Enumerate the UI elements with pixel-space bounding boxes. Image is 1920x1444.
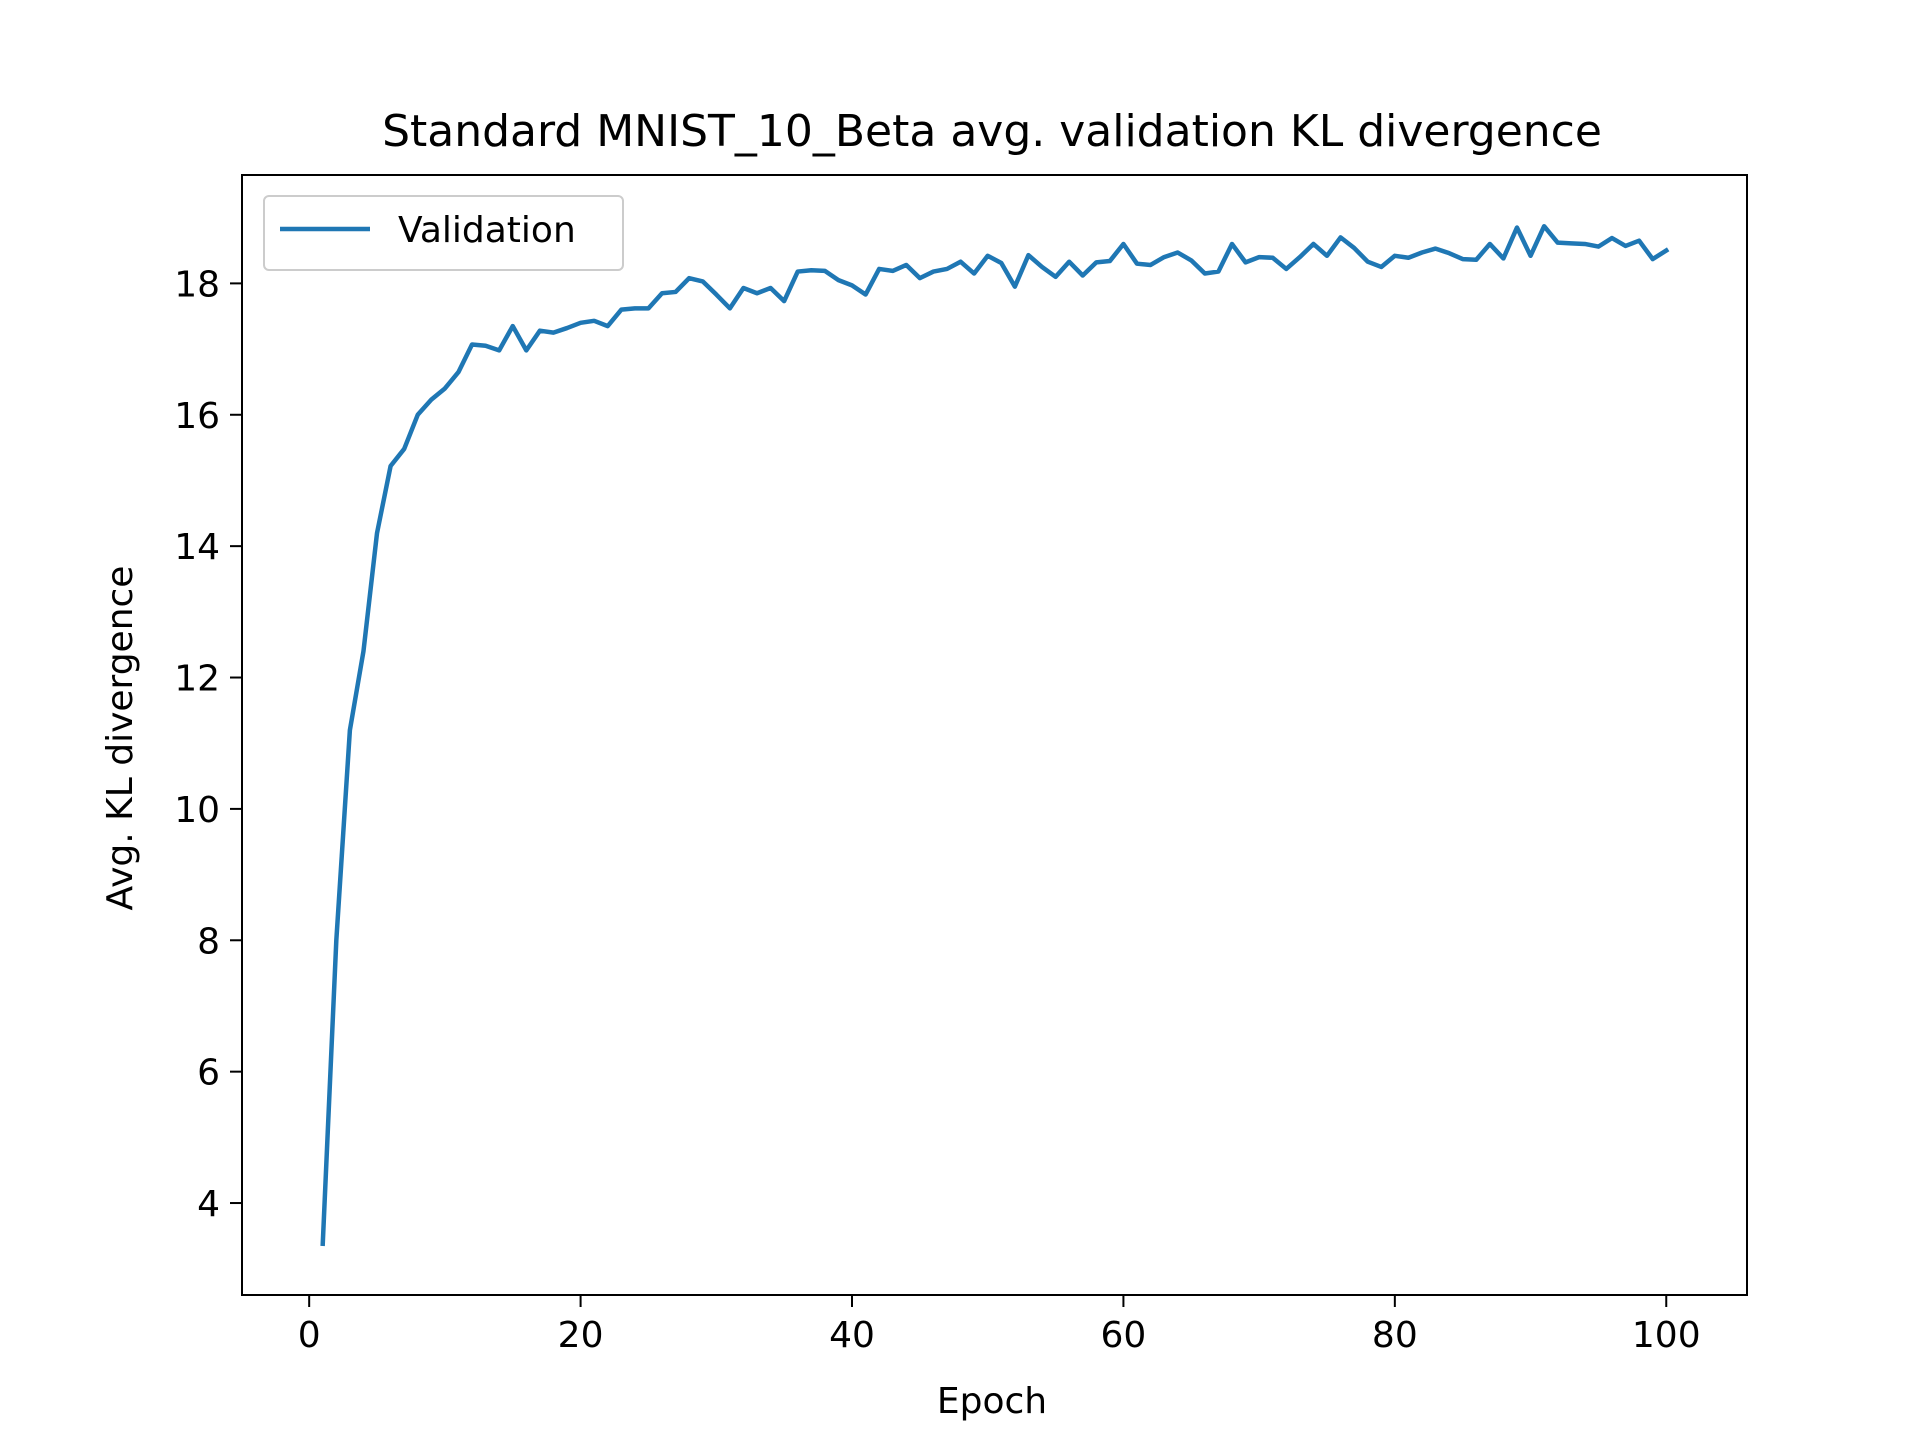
x-tick-label: 60 [1101,1315,1147,1356]
legend-box [263,195,624,271]
x-tick-label: 100 [1632,1315,1701,1356]
plot-area: 0 20 40 60 80 100 4 6 8 10 12 14 16 18 [174,174,1748,1356]
y-axis-label: Avg. KL divergence [100,566,141,911]
legend-label-validation: Validation [398,210,576,251]
y-tick-label: 16 [174,396,220,437]
y-tick-label: 6 [197,1053,220,1094]
chart-title: Standard MNIST_10_Beta avg. validation K… [382,106,1602,157]
x-axis-label: Epoch [937,1381,1047,1422]
legend: Validation [263,195,624,271]
y-tick-label: 4 [197,1184,220,1225]
y-tick-label: 10 [174,790,220,831]
y-tick-label: 14 [174,527,220,568]
axes-frame [241,174,1748,1296]
x-tick-label: 40 [829,1315,875,1356]
x-tick-label: 80 [1372,1315,1418,1356]
y-tick-label: 8 [197,921,220,962]
y-tick-label: 12 [174,659,220,700]
y-tick-label: 18 [174,264,220,305]
x-tick-label: 0 [298,1315,321,1356]
series-line-validation [320,223,1670,1247]
x-tick-label: 20 [558,1315,604,1356]
